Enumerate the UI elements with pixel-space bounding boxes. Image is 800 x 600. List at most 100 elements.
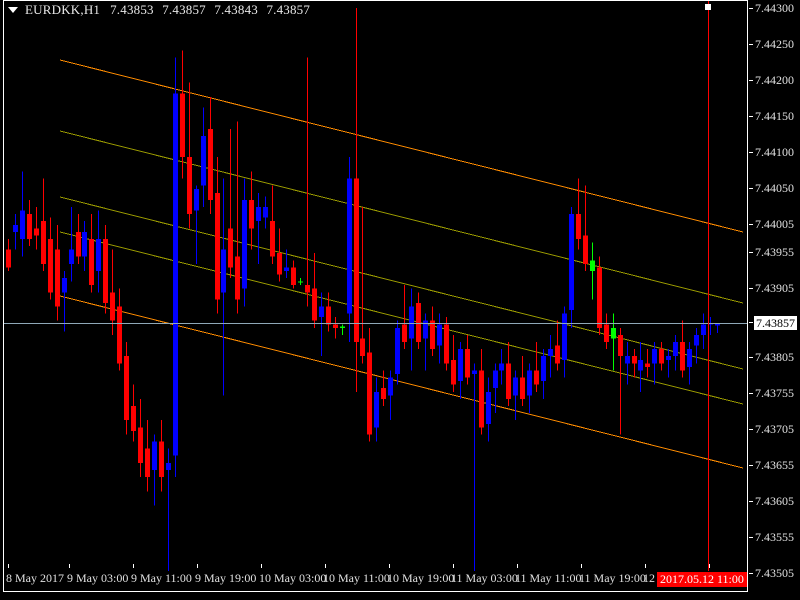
price-tick bbox=[749, 573, 753, 574]
triangle-down-icon[interactable] bbox=[8, 7, 18, 13]
window-border-top bbox=[3, 0, 748, 1]
candle-body bbox=[270, 221, 275, 257]
candle-body bbox=[416, 302, 421, 343]
candle bbox=[666, 349, 671, 378]
candle-body bbox=[41, 221, 46, 264]
channel-upper-inner[interactable] bbox=[59, 130, 744, 304]
candle bbox=[27, 199, 32, 247]
candle bbox=[472, 363, 477, 571]
time-scale[interactable]: 8 May 2017 9 May 03:00 9 May 11:00 9 May 19… bbox=[0, 564, 800, 600]
candle bbox=[423, 313, 428, 371]
price-axis-label: 7.43805 bbox=[755, 350, 794, 364]
candle bbox=[48, 217, 53, 300]
price-axis-label: 7.43555 bbox=[755, 530, 794, 544]
candle-body bbox=[472, 370, 477, 375]
price-axis-label: 7.43955 bbox=[755, 245, 794, 259]
window-border-right bbox=[747, 0, 748, 592]
candle bbox=[208, 96, 213, 215]
candle-body bbox=[326, 306, 331, 325]
candle bbox=[673, 334, 678, 371]
candle-body bbox=[62, 278, 67, 293]
time-axis-label: 9 May 19:00 bbox=[195, 571, 257, 585]
candle-body bbox=[166, 462, 171, 470]
candle bbox=[347, 157, 352, 343]
price-axis-label: 7.43905 bbox=[755, 281, 794, 295]
candle-body bbox=[513, 377, 518, 396]
candle-body bbox=[152, 441, 157, 470]
candle bbox=[55, 224, 60, 321]
candle bbox=[201, 107, 206, 207]
candle bbox=[590, 242, 595, 300]
time-tick bbox=[581, 564, 582, 568]
candle-body bbox=[638, 359, 643, 371]
candle bbox=[465, 334, 470, 385]
candle bbox=[110, 249, 115, 335]
candle bbox=[645, 349, 650, 378]
candle bbox=[527, 363, 532, 414]
candle-body bbox=[173, 93, 178, 456]
candle-body bbox=[242, 199, 247, 289]
candle-body bbox=[180, 93, 185, 158]
candle-body bbox=[131, 405, 136, 431]
candle bbox=[388, 370, 393, 421]
price-axis-label: 7.44300 bbox=[755, 1, 794, 15]
candle-body bbox=[13, 224, 18, 232]
candle-body bbox=[215, 192, 220, 300]
candle bbox=[20, 171, 25, 257]
candle-body bbox=[548, 349, 553, 357]
candle-body bbox=[486, 391, 491, 424]
candle-body bbox=[312, 288, 317, 321]
vertical-line-handle[interactable] bbox=[705, 4, 711, 10]
time-tick bbox=[645, 564, 646, 568]
candle-body bbox=[534, 370, 539, 385]
candle bbox=[291, 260, 296, 289]
price-tick bbox=[749, 44, 753, 45]
candle bbox=[6, 238, 11, 271]
candle-body bbox=[645, 363, 650, 367]
candle-body bbox=[632, 356, 637, 364]
candle-body bbox=[618, 334, 623, 357]
candle-body bbox=[20, 210, 25, 239]
candle bbox=[138, 398, 143, 478]
candle-body bbox=[82, 231, 87, 257]
candle-body bbox=[284, 267, 289, 271]
candle-body bbox=[402, 324, 407, 343]
candle bbox=[486, 377, 491, 442]
candle bbox=[89, 214, 94, 293]
time-tick bbox=[8, 564, 9, 568]
candle bbox=[103, 224, 108, 314]
channel-upper-outer[interactable] bbox=[59, 59, 744, 233]
candle bbox=[82, 221, 87, 271]
candle bbox=[354, 8, 359, 392]
price-scale[interactable]: 7.44300 7.44250 7.44200 7.44150 7.44100 7.440… bbox=[749, 0, 800, 592]
price-axis-label: 7.44250 bbox=[755, 37, 794, 51]
candle bbox=[333, 317, 338, 339]
candle-body bbox=[96, 238, 101, 271]
candle-body bbox=[569, 214, 574, 311]
time-axis-label: 11 May 11:00 bbox=[515, 571, 582, 585]
candle bbox=[632, 349, 637, 378]
candle bbox=[228, 128, 233, 279]
candle-body bbox=[55, 249, 60, 307]
candle bbox=[493, 363, 498, 414]
candle-body bbox=[395, 327, 400, 375]
candle bbox=[277, 228, 282, 282]
time-axis-label: 10 May 19:00 bbox=[387, 571, 455, 585]
candle bbox=[534, 342, 539, 392]
candle-body bbox=[451, 359, 456, 385]
chart-plot-area[interactable] bbox=[4, 1, 747, 571]
candle bbox=[145, 420, 150, 492]
price-axis-label: 7.43505 bbox=[755, 566, 794, 580]
candle-body bbox=[145, 448, 150, 478]
candle-body bbox=[360, 338, 365, 357]
candle-body bbox=[541, 356, 546, 382]
candle bbox=[659, 342, 664, 371]
candle-body bbox=[611, 327, 616, 339]
time-tick bbox=[517, 564, 518, 568]
candle bbox=[576, 178, 581, 250]
candle-body bbox=[256, 206, 261, 222]
quote-low: 7.43843 bbox=[214, 2, 258, 17]
price-axis-label: 7.43755 bbox=[755, 386, 794, 400]
candle-body bbox=[423, 320, 428, 339]
